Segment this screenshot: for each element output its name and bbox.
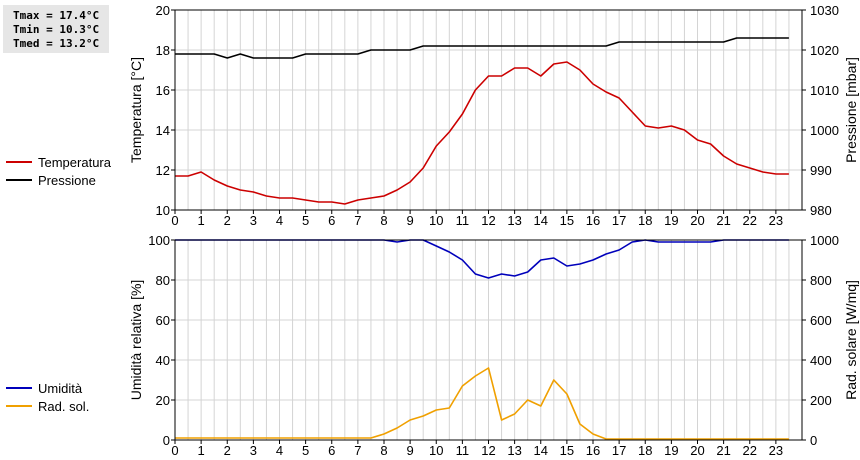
x-tick-label: 14 bbox=[534, 213, 548, 228]
x-tick-label: 14 bbox=[534, 443, 548, 458]
x-tick-label: 19 bbox=[664, 213, 678, 228]
y2-tick-label: 1000 bbox=[810, 233, 839, 248]
y-tick-label: 12 bbox=[156, 163, 170, 178]
y-tick-label: 100 bbox=[148, 233, 170, 248]
x-tick-label: 12 bbox=[481, 213, 495, 228]
x-tick-label: 23 bbox=[769, 443, 783, 458]
x-tick-label: 20 bbox=[690, 443, 704, 458]
x-tick-label: 19 bbox=[664, 443, 678, 458]
series-line-pressione bbox=[175, 37, 789, 59]
x-tick-label: 0 bbox=[171, 443, 178, 458]
y2-tick-label: 1010 bbox=[810, 83, 839, 98]
y-axis-label: Umidità relativa [%] bbox=[128, 280, 144, 401]
x-tick-label: 16 bbox=[586, 213, 600, 228]
y2-tick-label: 200 bbox=[810, 393, 832, 408]
x-tick-label: 1 bbox=[198, 213, 205, 228]
y2-axis-label: Pressione [mbar] bbox=[843, 57, 859, 163]
x-tick-label: 7 bbox=[354, 213, 361, 228]
x-tick-label: 13 bbox=[507, 443, 521, 458]
series-line-umidit- bbox=[175, 239, 789, 279]
y2-tick-label: 1030 bbox=[810, 3, 839, 18]
panel-hum: 0 1 2 3 4 5 6 7 8 9 10 11 12 13 14 15 16 17 18 19 20 21 22 2302… bbox=[6, 233, 859, 458]
y-tick-label: 14 bbox=[156, 123, 170, 138]
y-tick-label: 0 bbox=[163, 433, 170, 448]
x-tick-label: 3 bbox=[250, 213, 257, 228]
x-tick-label: 8 bbox=[380, 213, 387, 228]
x-tick-label: 4 bbox=[276, 213, 283, 228]
x-tick-label: 5 bbox=[302, 443, 309, 458]
y-tick-label: 10 bbox=[156, 203, 170, 218]
legend-label: Pressione bbox=[38, 173, 96, 188]
x-tick-label: 1 bbox=[198, 443, 205, 458]
y-tick-label: 16 bbox=[156, 83, 170, 98]
x-tick-label: 3 bbox=[250, 443, 257, 458]
x-tick-label: 23 bbox=[769, 213, 783, 228]
x-tick-label: 11 bbox=[456, 443, 470, 458]
x-tick-label: 9 bbox=[407, 443, 414, 458]
x-tick-label: 17 bbox=[612, 213, 626, 228]
stats-tmed: Tmed = 13.2°C bbox=[13, 37, 100, 50]
y-tick-label: 40 bbox=[156, 353, 170, 368]
y-tick-label: 20 bbox=[156, 3, 170, 18]
y2-tick-label: 990 bbox=[810, 163, 832, 178]
x-tick-label: 2 bbox=[224, 213, 231, 228]
stats-tmin: Tmin = 10.3°C bbox=[13, 23, 100, 36]
x-tick-label: 22 bbox=[743, 213, 757, 228]
y-tick-label: 18 bbox=[156, 43, 170, 58]
x-tick-label: 9 bbox=[407, 213, 414, 228]
x-tick-label: 6 bbox=[328, 213, 335, 228]
x-tick-label: 18 bbox=[638, 443, 652, 458]
legend-label: Temperatura bbox=[38, 155, 112, 170]
y2-tick-label: 800 bbox=[810, 273, 832, 288]
panel-temp: 0 1 2 3 4 5 6 7 8 9 10 11 12 13 14 15 16 17 18 19 20 21 22 2310… bbox=[6, 3, 859, 228]
y-axis-label: Temperatura [°C] bbox=[128, 57, 144, 163]
x-tick-label: 2 bbox=[224, 443, 231, 458]
x-tick-label: 7 bbox=[354, 443, 361, 458]
x-tick-label: 10 bbox=[429, 443, 443, 458]
x-tick-label: 22 bbox=[743, 443, 757, 458]
y2-tick-label: 400 bbox=[810, 353, 832, 368]
y-tick-label: 80 bbox=[156, 273, 170, 288]
y2-tick-label: 0 bbox=[810, 433, 817, 448]
x-tick-label: 16 bbox=[586, 443, 600, 458]
stats-tmax: Tmax = 17.4°C bbox=[13, 9, 100, 22]
legend-label: Umidità bbox=[38, 381, 83, 396]
x-tick-label: 12 bbox=[481, 443, 495, 458]
y2-tick-label: 600 bbox=[810, 313, 832, 328]
y-tick-label: 20 bbox=[156, 393, 170, 408]
x-tick-label: 20 bbox=[690, 213, 704, 228]
x-tick-label: 5 bbox=[302, 213, 309, 228]
x-tick-label: 21 bbox=[716, 213, 730, 228]
x-tick-label: 6 bbox=[328, 443, 335, 458]
x-tick-label: 15 bbox=[560, 213, 574, 228]
stats-box: Tmax = 17.4°C Tmin = 10.3°C Tmed = 13.2°… bbox=[3, 5, 109, 53]
x-tick-label: 17 bbox=[612, 443, 626, 458]
x-tick-label: 11 bbox=[456, 213, 470, 228]
x-tick-label: 10 bbox=[429, 213, 443, 228]
x-tick-label: 21 bbox=[716, 443, 730, 458]
y2-axis-label: Rad. solare [W/mq] bbox=[843, 280, 859, 400]
x-tick-label: 4 bbox=[276, 443, 283, 458]
x-tick-label: 0 bbox=[171, 213, 178, 228]
y2-tick-label: 980 bbox=[810, 203, 832, 218]
x-tick-label: 13 bbox=[507, 213, 521, 228]
x-tick-label: 15 bbox=[560, 443, 574, 458]
y2-tick-label: 1000 bbox=[810, 123, 839, 138]
series-line-rad-sol- bbox=[175, 367, 789, 440]
y-tick-label: 60 bbox=[156, 313, 170, 328]
legend-label: Rad. sol. bbox=[38, 399, 89, 414]
x-tick-label: 8 bbox=[380, 443, 387, 458]
series-line-temperatura bbox=[175, 61, 789, 205]
x-tick-label: 18 bbox=[638, 213, 652, 228]
y2-tick-label: 1020 bbox=[810, 43, 839, 58]
